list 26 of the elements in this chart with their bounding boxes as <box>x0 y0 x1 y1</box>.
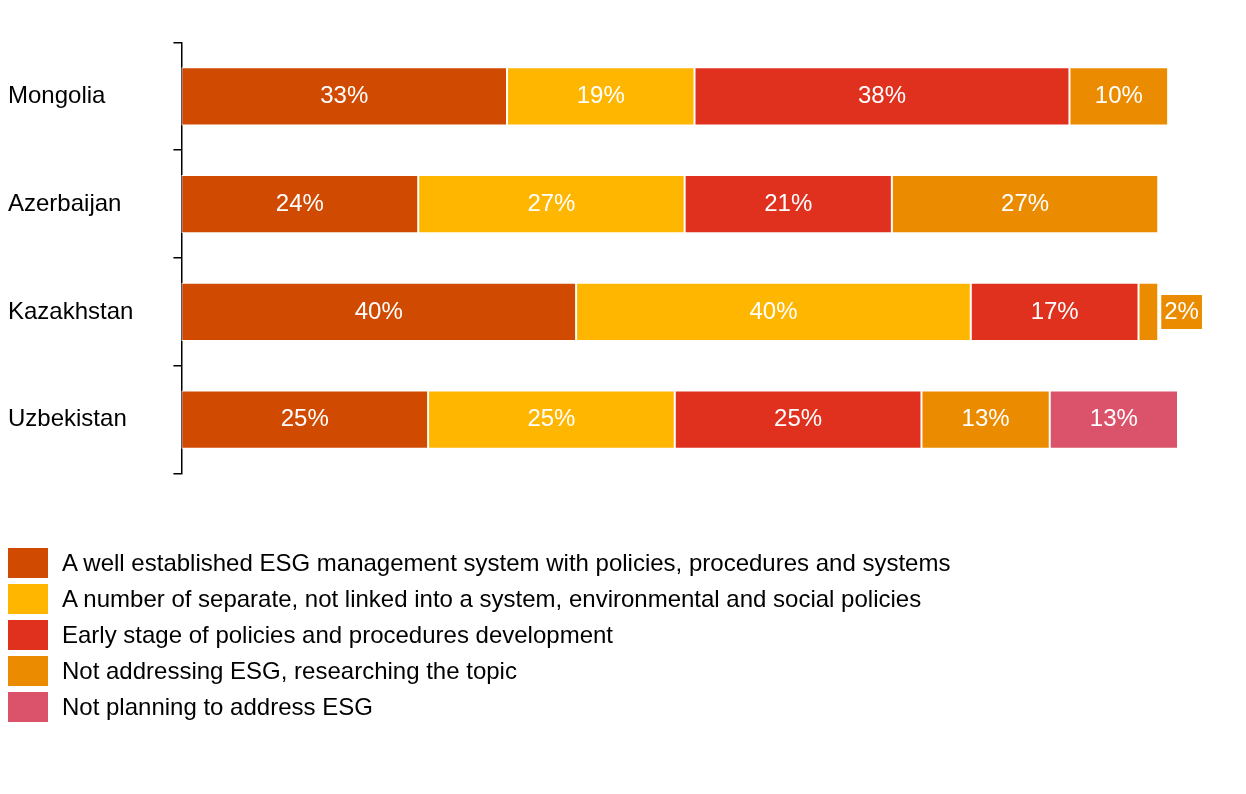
data-label: 40% <box>749 296 798 324</box>
legend-label: Early stage of policies and procedures development <box>62 621 613 649</box>
data-label: 25% <box>280 404 329 432</box>
y-tick-label: Uzbekistan <box>8 404 127 432</box>
data-label: 38% <box>857 80 907 108</box>
data-label: 33% <box>320 80 369 108</box>
data-label: 25% <box>774 404 823 432</box>
data-label: 17% <box>1030 296 1079 324</box>
legend-label: Not addressing ESG, researching the topic <box>62 657 517 685</box>
legend-label: A well established ESG management system with policies, procedures and systems <box>62 549 951 577</box>
data-label: 27% <box>1001 188 1050 216</box>
data-label: 24% <box>275 188 324 216</box>
data-label: 10% <box>1094 80 1143 108</box>
data-label: 40% <box>354 296 403 324</box>
data-label: 21% <box>764 188 813 216</box>
y-tick-label: Azerbaijan <box>8 188 122 216</box>
y-tick-label: Kazakhstan <box>8 296 134 324</box>
legend-label: A number of separate, not linked into a system, environmental and social policies <box>62 585 922 613</box>
data-label: 2% <box>1164 296 1199 324</box>
legend-label: Not planning to address ESG <box>62 693 373 721</box>
data-label: 19% <box>576 80 625 108</box>
data-label: 13% <box>1089 404 1138 432</box>
data-label: 25% <box>527 404 576 432</box>
data-label: 27% <box>527 188 576 216</box>
data-label: 13% <box>961 404 1010 432</box>
y-tick-label: Mongolia <box>8 80 107 108</box>
